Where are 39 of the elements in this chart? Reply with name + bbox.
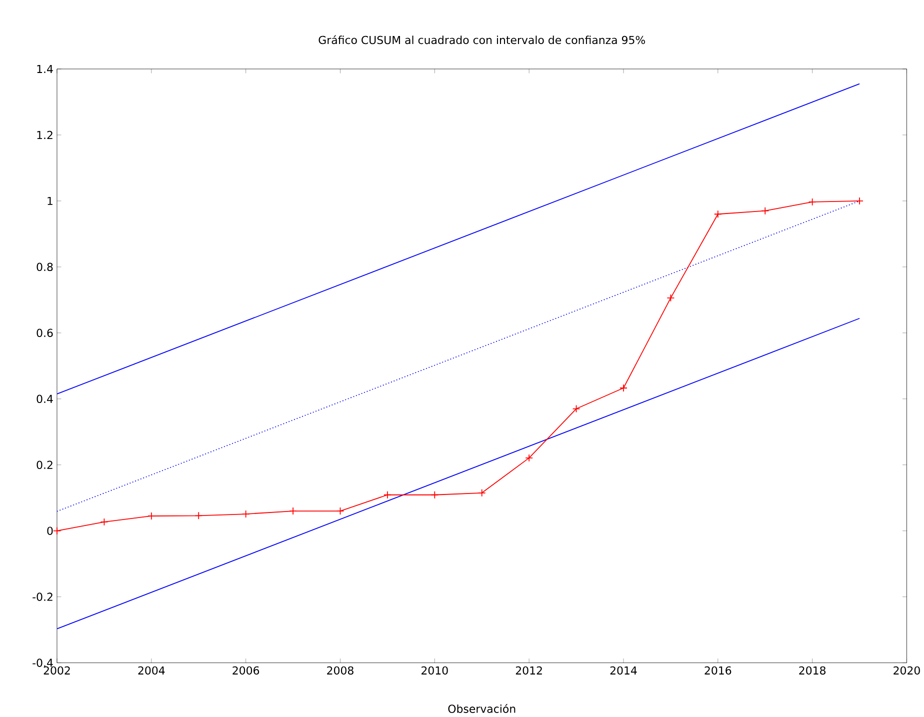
point — [761, 207, 770, 215]
x-tick-label: 2006 — [232, 666, 260, 675]
point — [714, 210, 722, 218]
point — [100, 518, 108, 526]
x-tick-label: 2016 — [704, 666, 732, 675]
point — [53, 527, 61, 535]
point — [478, 489, 486, 497]
y-tick-label: -0.2 — [32, 592, 52, 602]
chart-title: Gráfico CUSUM al cuadrado con intervalo de confianza 95% — [318, 35, 646, 44]
point — [808, 198, 816, 206]
y-tick-label: 0.4 — [36, 394, 53, 404]
y-tick-label: 1 — [48, 197, 52, 206]
point — [572, 404, 580, 413]
y-tick-label: 0.6 — [36, 328, 53, 338]
point — [430, 491, 439, 499]
x-tick-label: 2012 — [516, 666, 542, 675]
x-tick-label: 2018 — [799, 666, 826, 675]
point — [525, 454, 534, 462]
point — [242, 510, 250, 518]
x-axis-title: Observación — [448, 704, 516, 714]
x-tick-label: 2008 — [327, 666, 354, 675]
y-tick-label: 1.2 — [37, 131, 52, 140]
y-tick-label: 0.8 — [36, 262, 53, 272]
x-tick-label: 2004 — [138, 666, 165, 675]
point — [336, 507, 344, 516]
x-tick-label: 2010 — [422, 666, 448, 675]
point — [856, 197, 864, 205]
y-tick-label: 0.2 — [36, 460, 52, 470]
y-tick-label: 1.4 — [37, 65, 53, 74]
point — [666, 294, 675, 302]
x-tick-label: 2020 — [894, 666, 920, 675]
point — [620, 384, 628, 392]
point — [147, 512, 156, 520]
point — [384, 491, 392, 499]
x-tick-label: 2014 — [610, 666, 637, 675]
y-tick-label: 0 — [47, 526, 53, 536]
x-tick-label: 2002 — [44, 666, 70, 675]
point — [194, 512, 203, 520]
y-tick-label: -0.4 — [32, 658, 53, 668]
